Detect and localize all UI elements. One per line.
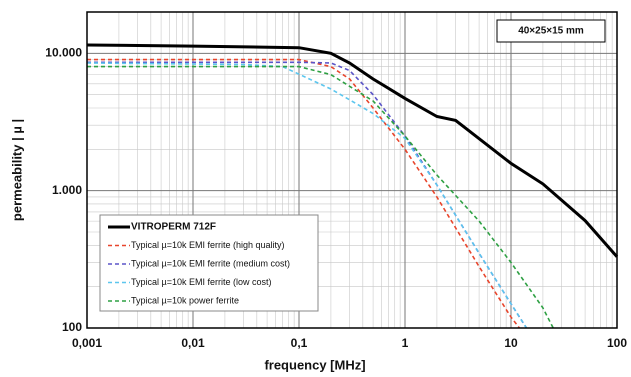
annotation-box	[496, 19, 606, 43]
legend-label: VITROPERM 712F	[131, 222, 216, 233]
x-tick-label: 100	[607, 336, 627, 350]
legend-label: Typical µ=10k EMI ferrite (medium cost)	[131, 258, 290, 268]
legend-label: Typical µ=10k EMI ferrite (high quality)	[131, 240, 285, 250]
y-tick-label: 100	[62, 320, 82, 334]
series-line	[87, 58, 521, 329]
x-tick-label: 0,1	[291, 336, 308, 350]
series-line	[87, 65, 554, 329]
legend-box	[99, 214, 319, 312]
annotation: 40×25×15 mm	[518, 26, 584, 37]
x-tick-label: 1	[402, 336, 409, 350]
x-tick-label: 0,001	[72, 336, 102, 350]
y-tick-label: 1.000	[52, 183, 82, 197]
plot-frame	[86, 11, 618, 329]
series-line	[87, 61, 528, 329]
y-tick-label: 10.000	[45, 46, 82, 60]
legend: VITROPERM 712F Typical µ=10k EMI ferrite …	[99, 214, 319, 312]
y-axis-label: permeability | µ |	[9, 119, 24, 221]
series-line	[86, 62, 528, 329]
x-tick-label: 10	[504, 336, 518, 350]
legend-label: Typical µ=10k power ferrite	[131, 295, 239, 305]
lines	[86, 43, 619, 329]
x-tick-label: 0,01	[181, 336, 205, 350]
x-axis-label: frequency [MHz]	[264, 357, 365, 372]
series-line	[86, 43, 619, 258]
legend-label: Typical µ=10k EMI ferrite (low cost)	[131, 277, 271, 287]
